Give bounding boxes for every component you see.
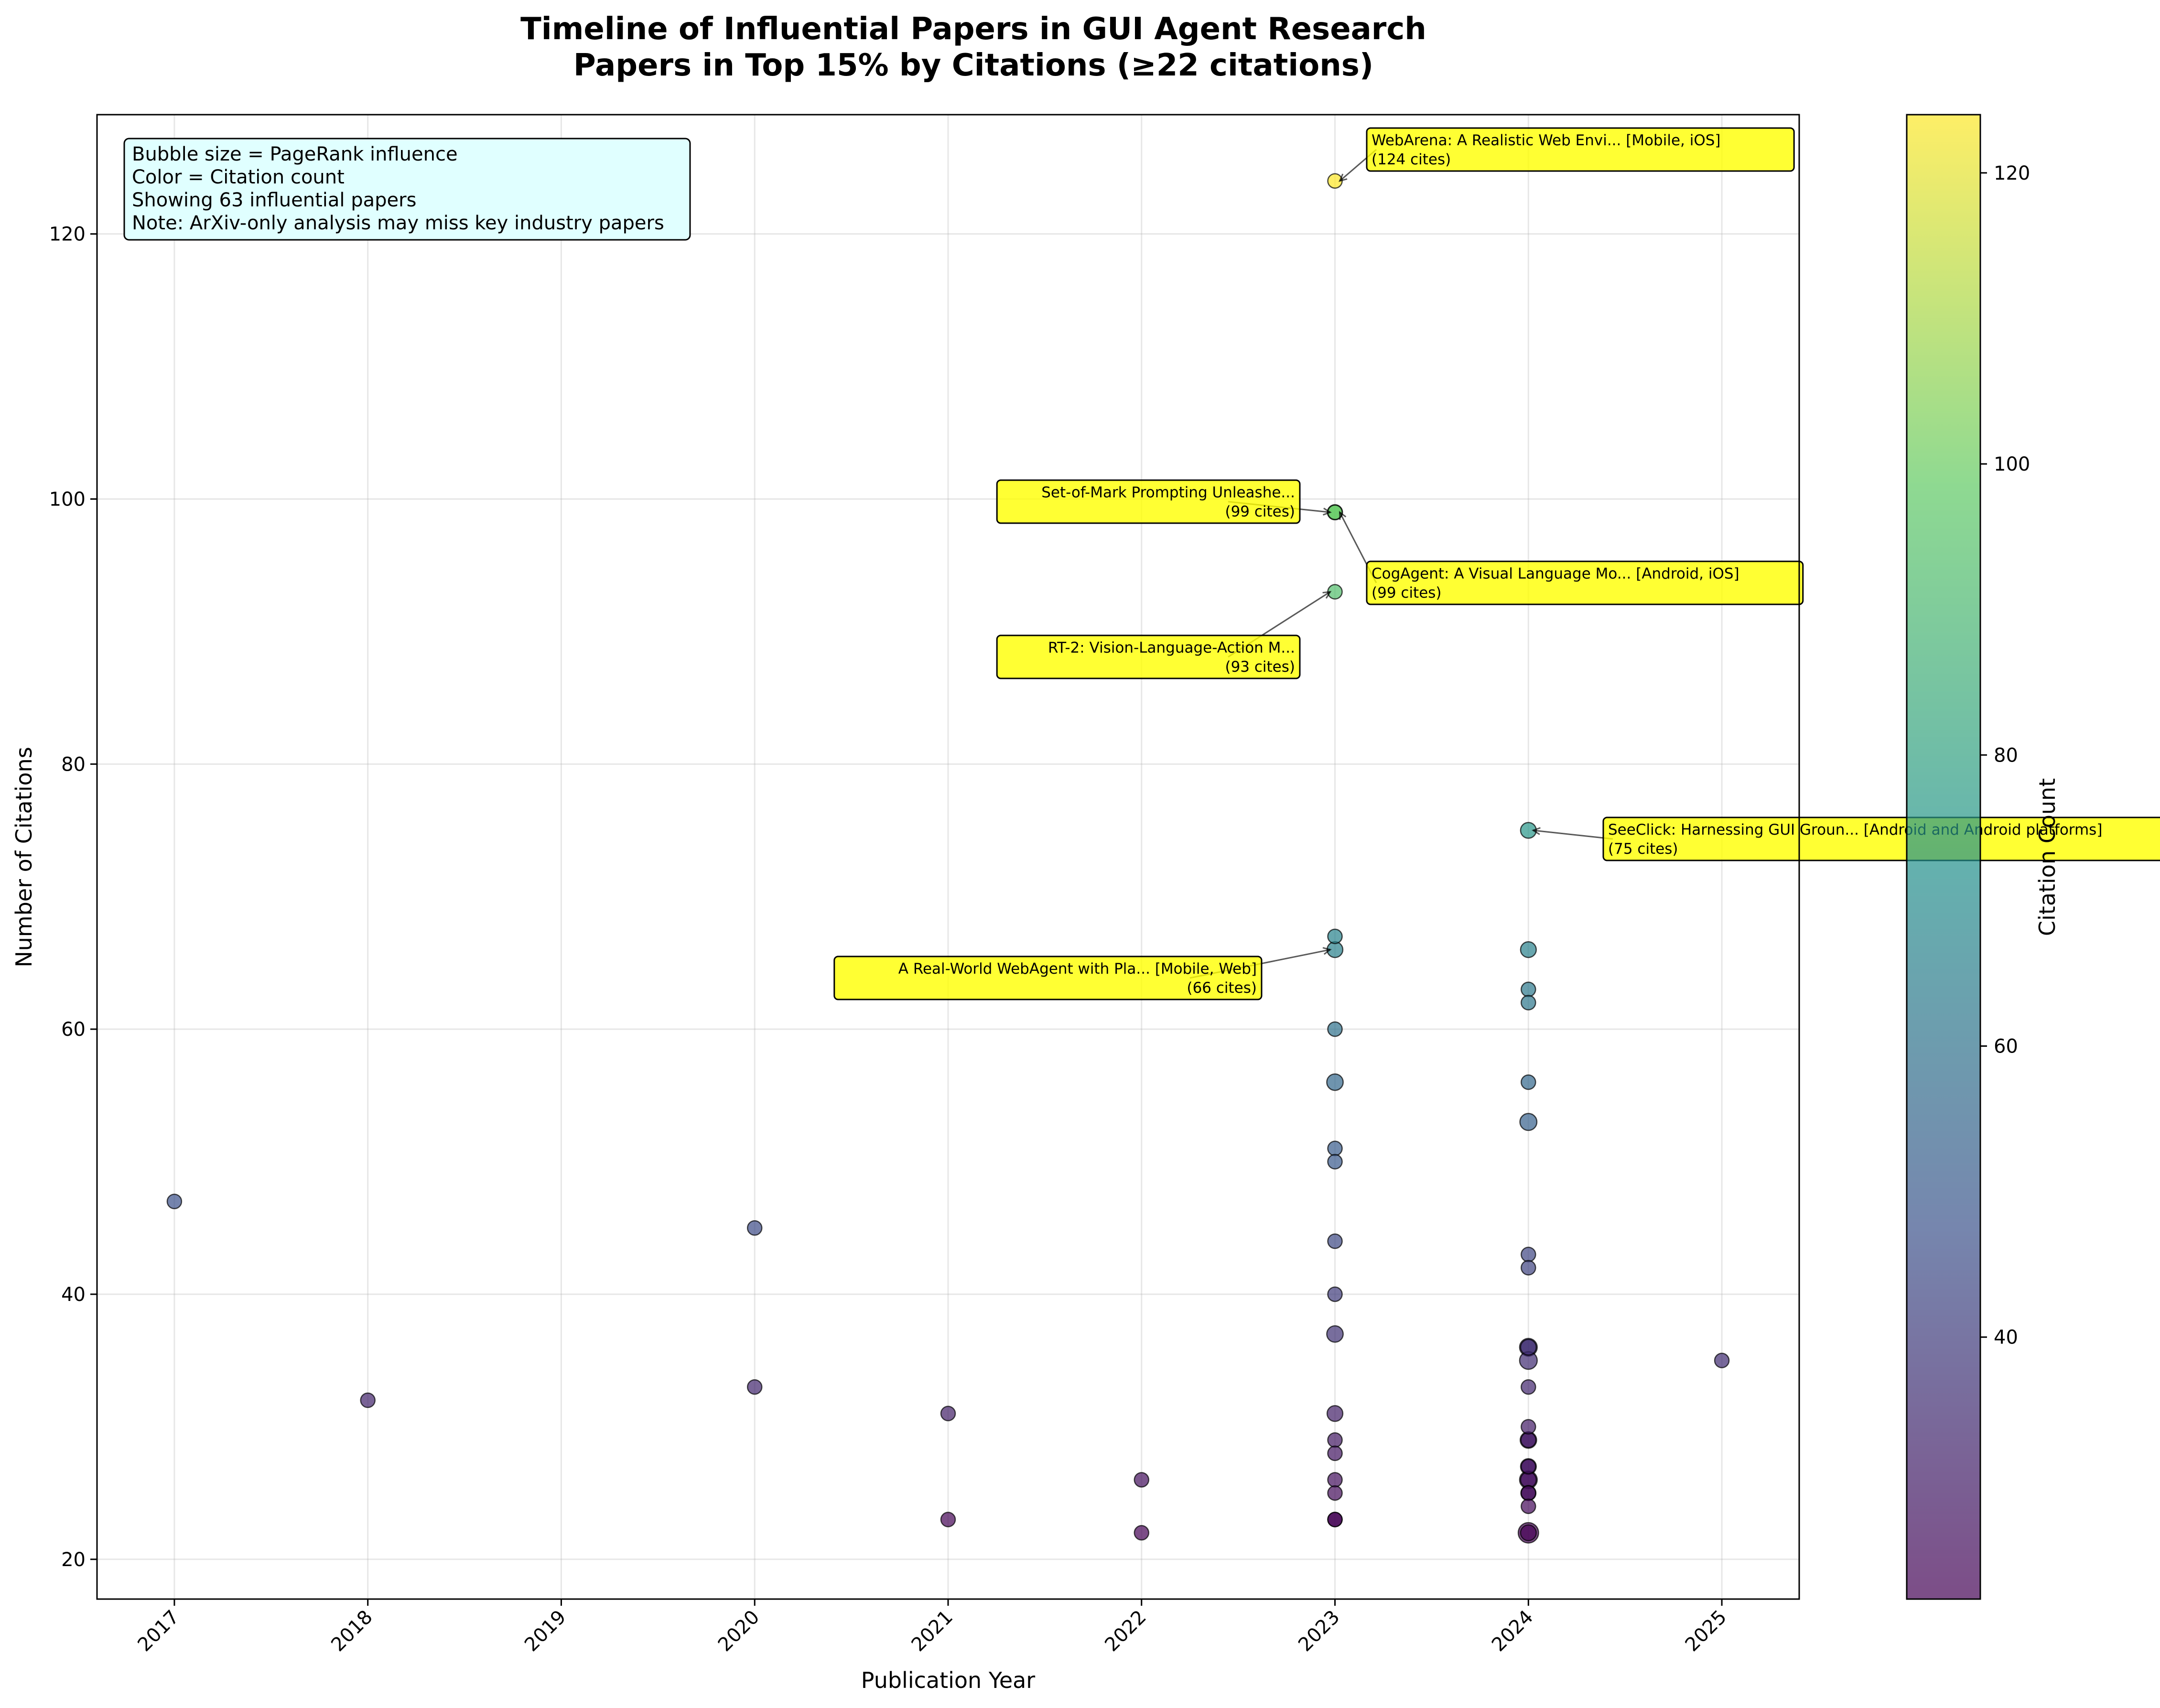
data-point (1521, 1459, 1536, 1474)
data-point (1326, 1405, 1344, 1422)
data-point (1327, 1472, 1343, 1488)
data-point (1519, 1113, 1538, 1131)
info-box-frame (123, 138, 691, 241)
annotation-box (833, 956, 1263, 1000)
annotation-cites: (93 cites) (1225, 658, 1295, 676)
annotation: Set-of-Mark Prompting Unleashe... (99 cit… (996, 479, 1332, 524)
data-point (1327, 1432, 1343, 1448)
annotation-arrowhead (1322, 947, 1332, 955)
data-point (746, 1379, 763, 1395)
data-point (166, 1193, 183, 1210)
annotation: A Real-World WebAgent with Pla... [Mobil… (833, 947, 1332, 1000)
colorbar-tick-label: 100 (1994, 453, 2030, 475)
y-axis-ticks: 20 40 60 80 100 120 (49, 224, 97, 1571)
data-point (1327, 1512, 1343, 1527)
annotation-arrowhead (1531, 827, 1541, 835)
annotation: SeeClick: Harnessing GUI Groun... [Andro… (1531, 816, 2160, 861)
data-point (1327, 1021, 1343, 1037)
data-point (1521, 1419, 1536, 1435)
y-axis-label: Number of Citations (11, 747, 37, 967)
colorbar-tick-label: 40 (1994, 1327, 2018, 1349)
annotation-title: SeeClick: Harnessing GUI Groun... [Andro… (1608, 821, 2102, 838)
annotation-box (996, 479, 1301, 524)
y-tick-label: 60 (61, 1019, 86, 1041)
data-point (1520, 941, 1537, 958)
annotation-title: RT-2: Vision-Language-Action M... (1048, 639, 1295, 656)
colorbar-tick-label: 60 (1994, 1035, 2018, 1057)
info-box: Bubble size = PageRank influence Color =… (123, 138, 691, 241)
data-point (1521, 1379, 1536, 1395)
y-tick-label: 40 (61, 1284, 86, 1306)
annotation-arrowhead (1339, 511, 1347, 520)
colorbar (1906, 114, 1981, 1600)
data-point (1714, 1353, 1730, 1368)
data-point (1134, 1525, 1150, 1541)
annotation-box (1366, 127, 1795, 172)
annotation-title: Set-of-Mark Prompting Unleashe... (1041, 484, 1295, 501)
data-point (940, 1512, 956, 1527)
chart-title: Timeline of Influential Papers in GUI Ag… (520, 11, 1426, 47)
data-point (1327, 1286, 1343, 1302)
data-point (1326, 1325, 1344, 1343)
data-point (1521, 995, 1536, 1010)
data-point (1326, 1073, 1344, 1091)
annotation-arrowhead (1322, 507, 1332, 516)
annotation-arrowhead (1338, 173, 1348, 182)
y-tick-label: 100 (49, 488, 86, 510)
annotation-box (1366, 560, 1804, 605)
data-point (1520, 1339, 1537, 1356)
data-point (360, 1392, 376, 1408)
info-box-line: Color = Citation count (132, 166, 345, 188)
annotation-box (1602, 816, 2160, 861)
info-box-line: Showing 63 influential papers (132, 189, 416, 211)
data-point (1327, 928, 1343, 945)
data-point (1520, 1524, 1537, 1541)
data-point (1521, 1260, 1536, 1276)
data-point (1327, 1154, 1343, 1170)
data-point (1521, 1246, 1536, 1262)
annotation-cites: (75 cites) (1608, 840, 1678, 858)
annotation-box (996, 634, 1301, 679)
y-tick-label: 120 (49, 224, 86, 246)
y-tick-label: 80 (61, 753, 86, 775)
annotation-title: WebArena: A Realistic Web Envi... [Mobil… (1372, 132, 1721, 149)
annotation-cites: (99 cites) (1225, 503, 1295, 520)
annotation-title: A Real-World WebAgent with Pla... [Mobil… (898, 960, 1257, 978)
x-axis-label: Publication Year (861, 1667, 1036, 1693)
colorbar-tick-label: 120 (1994, 162, 2030, 184)
scatter-points (166, 173, 1730, 1544)
annotation-cites: (124 cites) (1372, 151, 1451, 168)
data-point (1520, 1432, 1537, 1449)
data-point (1521, 1485, 1536, 1501)
data-point (1521, 1498, 1536, 1515)
data-point (746, 1220, 763, 1236)
colorbar-tick-label: 80 (1994, 744, 2018, 766)
annotation-title: CogAgent: A Visual Language Mo... [Andro… (1372, 565, 1739, 582)
y-tick-label: 20 (61, 1549, 86, 1571)
annotation: CogAgent: A Visual Language Mo... [Andro… (1339, 511, 1804, 605)
annotations: WebArena: A Realistic Web Envi... [Mobil… (833, 127, 2160, 1000)
data-point (1134, 1472, 1150, 1488)
data-point (1521, 981, 1536, 998)
annotation-cites: (66 cites) (1187, 979, 1257, 997)
annotation-arrowhead (1322, 591, 1332, 599)
data-point (1327, 1140, 1343, 1157)
data-point (1327, 1233, 1343, 1249)
annotation: WebArena: A Realistic Web Envi... [Mobil… (1338, 127, 1795, 182)
annotation-cites: (99 cites) (1372, 584, 1442, 602)
data-point (1327, 1485, 1343, 1501)
data-point (940, 1406, 956, 1421)
chart-subtitle: Papers in Top 15% by Citations (≥22 cita… (573, 48, 1373, 83)
info-box-line: Bubble size = PageRank influence (132, 143, 458, 165)
data-point (1327, 1445, 1343, 1461)
colorbar-ticks: 40 60 80 100 120 (1980, 162, 2030, 1349)
annotation: RT-2: Vision-Language-Action M... (93 cit… (996, 591, 1332, 679)
colorbar-label: Citation Count (2034, 778, 2060, 936)
annotation-arrow (1533, 829, 1613, 840)
info-box-line: Note: ArXiv-only analysis may miss key i… (132, 212, 664, 234)
data-point (1521, 1074, 1536, 1090)
grid (97, 115, 1799, 1599)
